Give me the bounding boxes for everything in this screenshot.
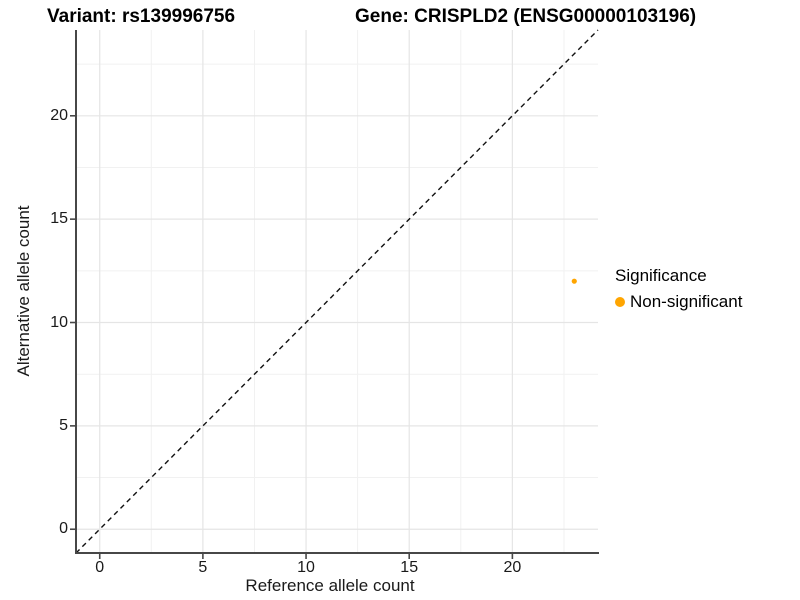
data-point xyxy=(571,278,577,284)
x-tick-label: 20 xyxy=(503,559,522,576)
x-tick-label: 15 xyxy=(400,559,419,576)
y-tick-label: 20 xyxy=(50,106,68,124)
y-tick-label: 0 xyxy=(59,520,68,538)
legend-key-dot-icon xyxy=(615,297,625,307)
legend: Significance Non-significant xyxy=(615,266,742,312)
legend-entry-label: Non-significant xyxy=(630,292,743,311)
plot-title-variant: Variant: rs139996756 xyxy=(47,6,236,27)
x-tick-label: 5 xyxy=(198,559,208,576)
legend-entry: Non-significant xyxy=(615,292,742,312)
y-tick-label: 10 xyxy=(50,313,68,331)
x-tick-label: 10 xyxy=(297,559,315,576)
identity-dashed-line xyxy=(75,29,599,554)
legend-title: Significance xyxy=(615,266,707,285)
y-tick-label: 15 xyxy=(50,210,68,228)
plot-title-gene: Gene: CRISPLD2 (ENSG00000103196) xyxy=(355,6,697,27)
y-axis-title: Alternative allele count xyxy=(14,205,33,377)
x-tick-label: 0 xyxy=(95,559,105,576)
y-tick-label: 5 xyxy=(59,416,68,434)
x-axis-title: Reference allele count xyxy=(245,576,415,595)
